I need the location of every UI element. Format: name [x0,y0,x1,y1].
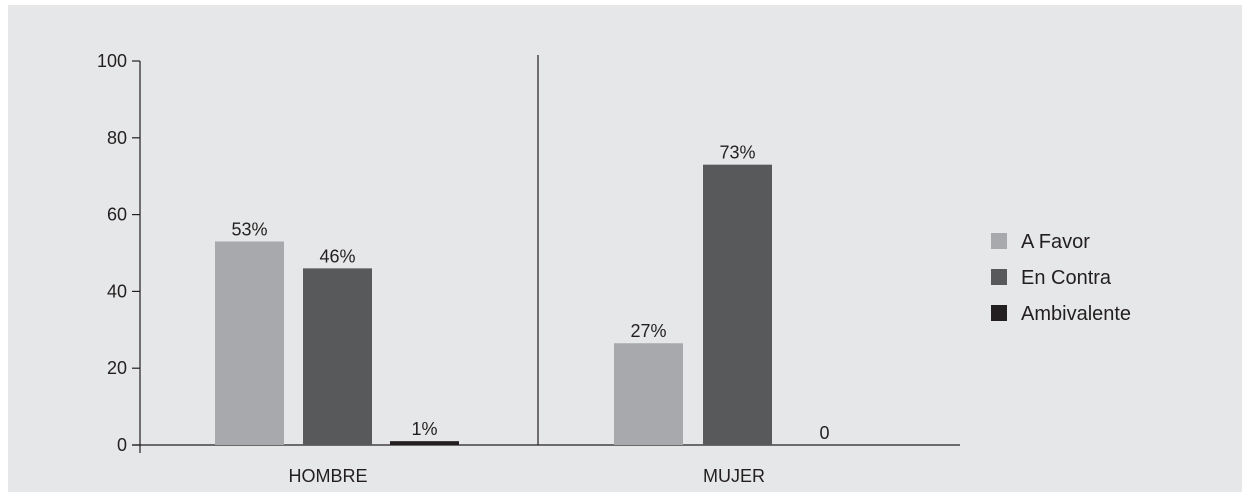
legend-swatch [991,269,1007,285]
bar [703,164,772,445]
legend-label: A Favor [1021,231,1090,253]
x-category-label: HOMBRE [288,466,367,486]
legend-label: En Contra [1021,267,1112,289]
data-label: 46% [319,246,355,266]
data-label: 1% [411,419,437,439]
legend: A Favor En Contra Ambivalente [991,231,1131,325]
axes: 0 20 40 60 80 100 HOMBRE MUJER [97,51,960,486]
bar [215,241,284,445]
y-tick-label: 20 [107,358,127,378]
data-label: 73% [719,143,755,163]
data-label: 0 [819,423,829,443]
legend-label: Ambivalente [1021,303,1131,325]
y-tick-label: 40 [107,281,127,301]
y-tick-label: 60 [107,205,127,225]
bar [390,441,459,445]
bar [303,268,372,445]
y-tick-label: 80 [107,128,127,148]
bar [614,343,683,445]
y-tick-label: 100 [97,51,127,71]
legend-swatch [991,305,1007,321]
data-label: 27% [630,321,666,341]
x-category-label: MUJER [703,466,765,486]
data-label: 53% [231,219,267,239]
bars: 53% 27% 46% 73% 1% 0 [215,143,830,445]
legend-swatch [991,233,1007,249]
y-tick-label: 0 [117,435,127,455]
